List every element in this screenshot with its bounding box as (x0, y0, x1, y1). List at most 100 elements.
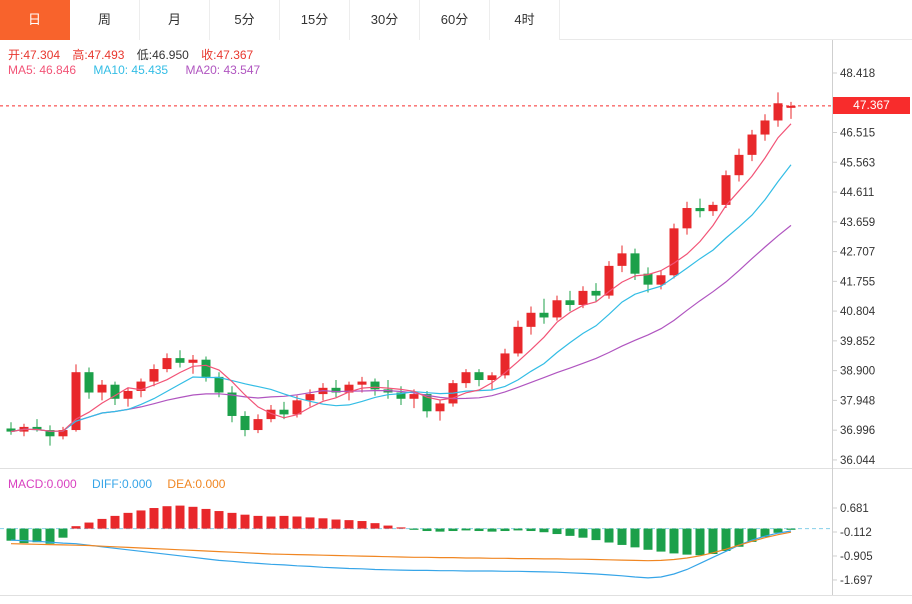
macd-bar (344, 520, 354, 529)
macd-bar (214, 511, 224, 529)
candle-body (84, 372, 94, 393)
macd-bar (500, 528, 510, 532)
main-axis-label: 38.900 (840, 366, 875, 378)
macd-bar (669, 528, 679, 554)
macd-bar (448, 528, 458, 532)
macd-bar (97, 518, 107, 529)
candle-body (292, 400, 302, 415)
macd-bar (6, 528, 16, 541)
macd-bar (708, 528, 718, 555)
tab-60min[interactable]: 60分 (420, 0, 490, 40)
dea-line (10, 531, 792, 562)
macd-bar (19, 528, 29, 544)
tab-week[interactable]: 周 (70, 0, 140, 40)
close-value: 收:47.367 (201, 48, 254, 62)
high-value: 高:47.493 (72, 48, 125, 62)
candle-body (188, 359, 198, 363)
candle-body (435, 403, 445, 412)
candle-body (422, 394, 432, 412)
macd-bar (630, 528, 640, 548)
macd-bar (409, 528, 419, 530)
chart-canvas[interactable]: 48.418 46.515 45.563 44.611 43.659 42.707 41.7… (0, 40, 912, 604)
tab-15min[interactable]: 15分 (280, 0, 350, 40)
candle-body (201, 359, 211, 377)
candle-body (279, 409, 289, 415)
main-axis-label: 36.996 (840, 425, 875, 437)
ma5-line (10, 123, 792, 433)
main-axis-label: 40.804 (840, 306, 876, 318)
macd-bar (461, 528, 471, 531)
candle-body (45, 430, 55, 437)
open-value: 开:47.304 (8, 48, 61, 62)
candle-body (305, 394, 315, 401)
macd-bar (84, 522, 94, 529)
macd-bar (162, 506, 172, 529)
current-price-tag: 47.367 (833, 97, 910, 115)
macd-bar (396, 527, 406, 529)
tab-30min[interactable]: 30分 (350, 0, 420, 40)
tab-4hour[interactable]: 4时 (490, 0, 560, 40)
macd-axis-label: -0.905 (840, 551, 873, 563)
candle-body (175, 358, 185, 363)
ma5-value: MA5: 46.846 (8, 63, 77, 77)
candle-body (721, 175, 731, 205)
candle-body (643, 273, 653, 285)
macd-bar (539, 528, 549, 533)
candle-body (513, 326, 523, 354)
tab-day[interactable]: 日 (0, 0, 70, 40)
candle-body (253, 419, 263, 431)
candle-body (6, 428, 16, 432)
ma20-line (10, 224, 792, 433)
macd-bar (45, 528, 55, 544)
macd-bar (578, 528, 588, 538)
ma10-value: MA10: 45.435 (93, 63, 169, 77)
candle-body (240, 415, 250, 431)
candle-body (32, 426, 42, 431)
macd-bar (240, 514, 250, 529)
macd-bar (253, 515, 263, 529)
candle-body (695, 208, 705, 212)
candle-body (487, 375, 497, 381)
macd-bar (318, 518, 328, 529)
candle-body (591, 290, 601, 296)
candle-body (123, 390, 133, 399)
candle-body (773, 103, 783, 121)
macd-bar (656, 528, 666, 552)
candle-body (526, 312, 536, 327)
macd-bar (513, 528, 523, 531)
ma20-value: MA20: 43.547 (185, 63, 261, 77)
macd-bar (110, 515, 120, 529)
candle-body (136, 381, 146, 391)
macd-readout: MACD:0.000 DIFF:0.000 DEA:0.000 (8, 477, 237, 491)
diff-value: DIFF:0.000 (92, 477, 153, 491)
macd-bar (760, 528, 770, 538)
main-axis-label: 36.044 (840, 455, 876, 467)
ohlc-readout: 开:47.304 高:47.493 低:46.950 收:47.367 (8, 46, 262, 63)
macd-bar (266, 516, 276, 529)
diff-line (10, 530, 792, 579)
main-axis-label: 43.659 (840, 217, 875, 229)
candle-body (669, 228, 679, 276)
candle-body (357, 381, 367, 385)
macd-value: MACD:0.000 (8, 477, 77, 491)
macd-bar (526, 528, 536, 532)
candle-body (409, 394, 419, 399)
macd-bar (279, 515, 289, 529)
tab-5min[interactable]: 5分 (210, 0, 280, 40)
macd-bar (682, 528, 692, 555)
candle-body (344, 384, 354, 393)
macd-bar (422, 528, 432, 532)
macd-bar (149, 508, 159, 529)
candle-body (110, 384, 120, 399)
main-axis-label: 42.707 (840, 247, 875, 259)
tab-month[interactable]: 月 (140, 0, 210, 40)
main-axis-label: 46.515 (840, 128, 875, 140)
candle-body (58, 430, 68, 437)
macd-bar (227, 512, 237, 529)
candle-body (214, 376, 224, 393)
candle-body (396, 392, 406, 399)
macd-bar (643, 528, 653, 550)
macd-bar (188, 506, 198, 529)
macd-bar (604, 528, 614, 543)
macd-bar (201, 508, 211, 529)
